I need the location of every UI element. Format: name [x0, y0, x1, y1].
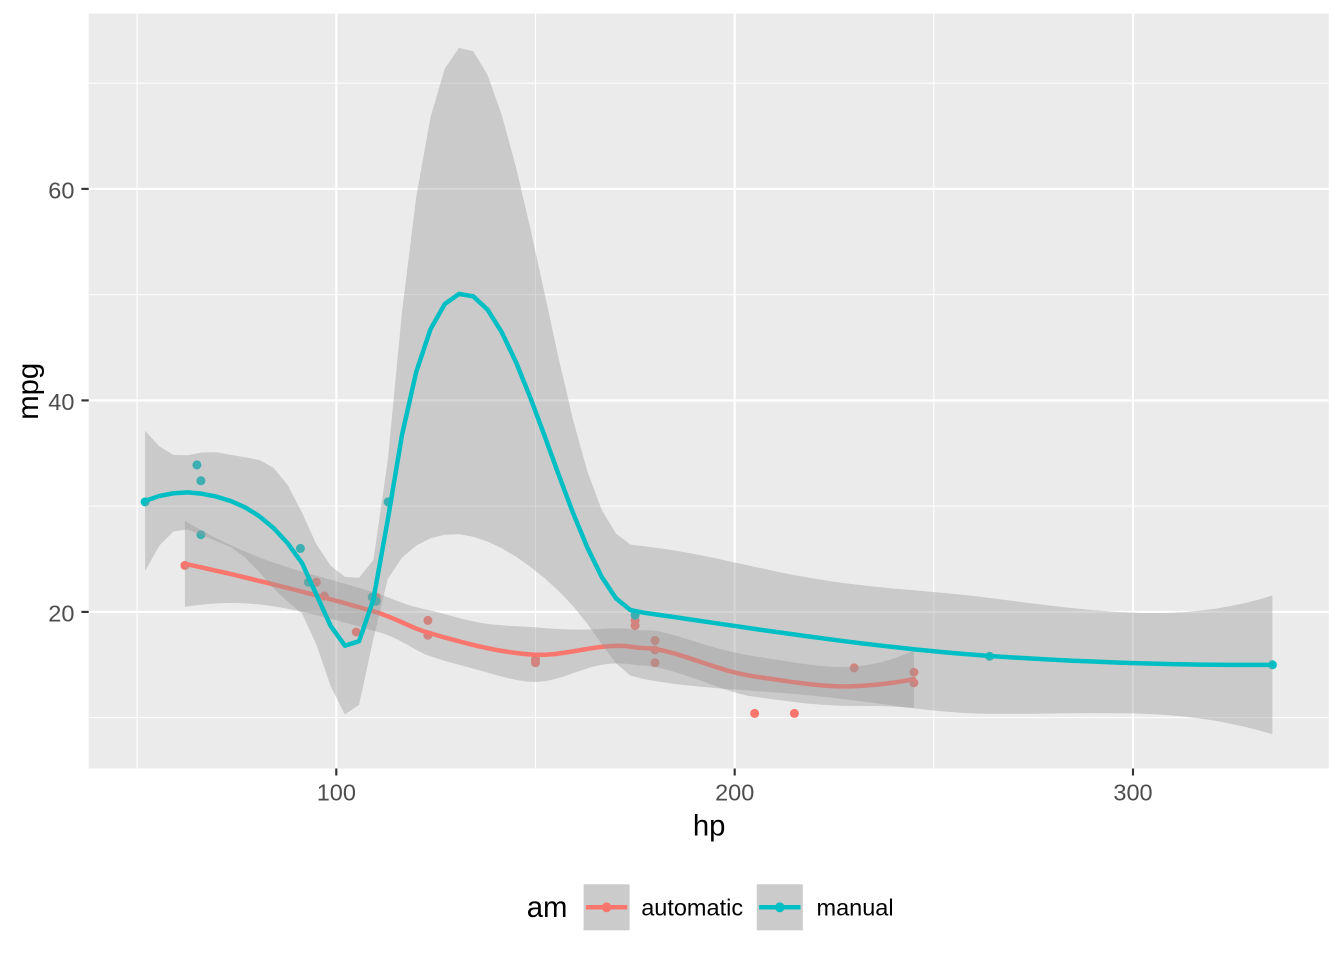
svg-text:100: 100	[317, 779, 356, 805]
svg-text:60: 60	[48, 178, 74, 204]
svg-text:mpg: mpg	[12, 363, 45, 420]
svg-text:20: 20	[48, 601, 74, 627]
svg-text:300: 300	[1113, 779, 1152, 805]
svg-text:automatic: automatic	[641, 895, 743, 921]
svg-text:40: 40	[48, 389, 74, 415]
svg-text:hp: hp	[693, 809, 726, 842]
svg-text:manual: manual	[817, 895, 894, 921]
svg-text:200: 200	[715, 779, 754, 805]
svg-text:am: am	[527, 891, 568, 924]
